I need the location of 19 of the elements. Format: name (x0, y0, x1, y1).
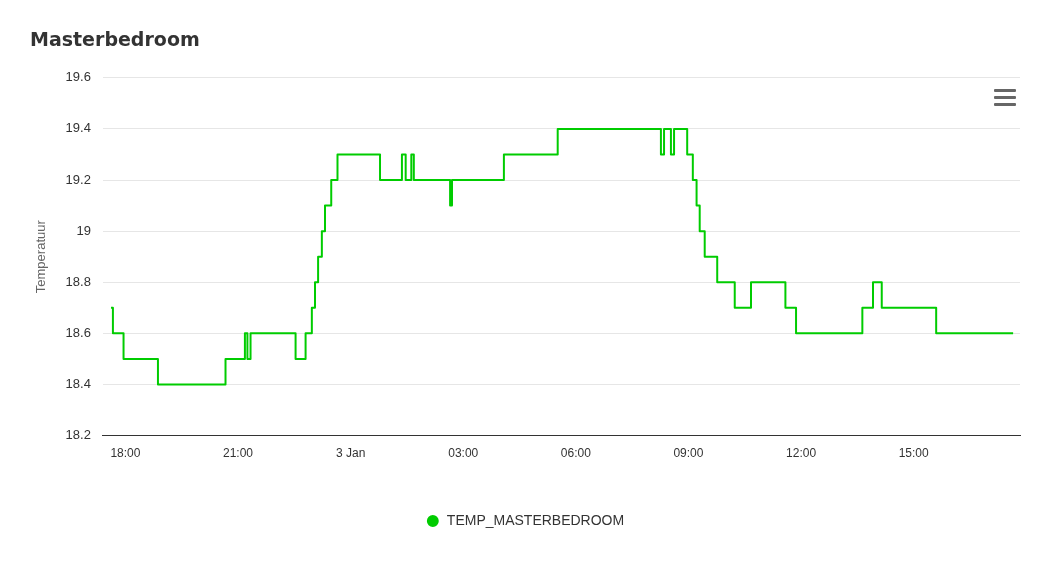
x-tick-label: 3 Jan (335, 446, 366, 461)
y-axis-title: Temperatuur (33, 219, 49, 294)
x-tick-label: 03:00 (448, 446, 479, 461)
x-tick-label: 18:00 (110, 446, 141, 461)
y-tick-label: 19.6 (65, 69, 91, 85)
y-tick-label: 19 (76, 222, 91, 238)
chart-title: Masterbedroom (30, 28, 200, 51)
y-tick-label: 18.2 (65, 427, 91, 443)
x-tick-label: 15:00 (898, 446, 929, 461)
y-tick-label: 18.4 (65, 376, 91, 392)
y-tick-label: 18.6 (65, 324, 91, 340)
y-tick-label: 18.8 (65, 273, 91, 289)
y-tick-label: 19.4 (65, 120, 91, 136)
x-tick-label: 21:00 (223, 446, 254, 461)
x-tick-label: 06:00 (560, 446, 592, 461)
x-tick-label: 12:00 (786, 446, 817, 461)
y-tick-label: 19.2 (65, 171, 91, 187)
x-tick-label: 09:00 (673, 446, 704, 461)
legend-label: TEMP_MASTERBEDROOM (446, 511, 625, 528)
